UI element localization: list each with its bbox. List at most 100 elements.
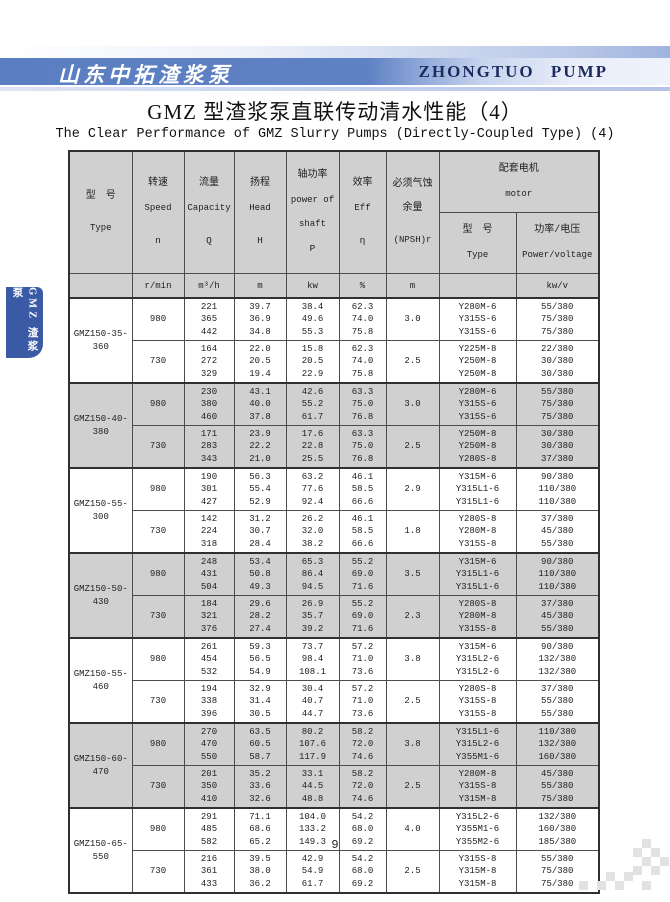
performance-table: 型 号 Type 转速 Speed n 流量 Capacity Q 扬程 — [68, 150, 600, 894]
col-header-npsh: 必须气蚀 余量 (NPSH)r — [385, 150, 440, 274]
table-row: GMZ150-35-360 980 221 365 442 39.7 36.9 34.… — [68, 297, 600, 384]
motor-power-voltage-cell: 55/380 75/380 75/380 — [515, 382, 600, 426]
capacity-cell: 171 283 343 — [183, 425, 235, 469]
checker-square — [606, 872, 615, 881]
head-cell: 29.6 28.2 27.4 — [233, 595, 287, 639]
shaft-power-cell: 17.6 22.8 25.5 — [285, 425, 340, 469]
npsh-cell: 3.0 — [385, 297, 440, 341]
col-header-motor-type: 型 号 Type — [438, 212, 517, 274]
motor-type-cell: Y250M-8 Y250M-8 Y280S-8 — [438, 425, 517, 469]
motor-power-voltage-cell: 110/380 132/380 160/380 — [515, 722, 600, 766]
head-cell: 63.5 60.5 58.7 — [233, 722, 287, 766]
efficiency-cell: 54.2 68.0 69.2 — [338, 850, 387, 894]
page-subtitle: The Clear Performance of GMZ Slurry Pump… — [55, 127, 615, 142]
table-header: 型 号 Type 转速 Speed n 流量 Capacity Q 扬程 — [68, 150, 600, 299]
page-number: 9 — [331, 838, 339, 852]
unit-head: m — [233, 273, 287, 299]
motor-type-cell: Y315S-8 Y315M-8 Y315M-8 — [438, 850, 517, 894]
capacity-cell: 201 350 410 — [183, 765, 235, 809]
npsh-cell: 3.8 — [385, 722, 440, 766]
capacity-cell: 270 470 550 — [183, 722, 235, 766]
motor-power-voltage-cell: 37/380 45/380 55/380 — [515, 510, 600, 554]
npsh-cell: 3.5 — [385, 552, 440, 596]
side-tab-gmz-slurry-pump: GMZ 渣浆泵 — [6, 287, 43, 358]
capacity-cell: 142 224 318 — [183, 510, 235, 554]
shaft-power-cell: 63.2 77.6 92.4 — [285, 467, 340, 511]
motor-type-cell: Y315M-6 Y315L1-6 Y315L1-6 — [438, 467, 517, 511]
motor-power-voltage-cell: 37/380 55/380 55/380 — [515, 680, 600, 724]
table-row: 730 184 321 376 29.6 28.2 27.4 26.9 35.7 39… — [69, 595, 600, 639]
efficiency-cell: 62.3 74.0 75.8 — [338, 297, 387, 341]
shaft-power-cell: 15.8 20.5 22.9 — [285, 340, 340, 384]
col-header-shaft-power: 轴功率 power of shaft P — [285, 150, 340, 274]
unit-type-blank — [68, 273, 133, 299]
speed-cell: 980 — [131, 297, 185, 341]
table-row: GMZ150-55-300 980 190 301 427 56.3 55.4 52.… — [68, 467, 600, 554]
speed-cell: 730 — [131, 850, 185, 894]
head-cell: 23.9 22.2 21.0 — [233, 425, 287, 469]
pump-model-cell: GMZ150-65-550 — [68, 807, 133, 894]
npsh-cell: 4.0 — [385, 807, 440, 851]
head-cell: 39.5 38.0 36.2 — [233, 850, 287, 894]
efficiency-cell: 58.2 72.0 74.6 — [338, 765, 387, 809]
efficiency-cell: 54.2 68.0 69.2 — [338, 807, 387, 851]
unit-capacity: m³/h — [183, 273, 235, 299]
speed-cell: 730 — [131, 595, 185, 639]
motor-type-cell: Y280M-6 Y315S-6 Y315S-6 — [438, 297, 517, 341]
efficiency-cell: 55.2 69.0 71.6 — [338, 595, 387, 639]
checker-square — [615, 881, 624, 890]
npsh-cell: 1.8 — [385, 510, 440, 554]
speed-cell: 980 — [131, 637, 185, 681]
table-row: GMZ150-55-460 980 261 454 532 59.3 56.5 54.… — [68, 637, 600, 724]
motor-type-cell: Y280M-6 Y315S-6 Y315S-6 — [438, 382, 517, 426]
shaft-power-cell: 26.2 32.0 38.2 — [285, 510, 340, 554]
checker-square — [651, 866, 660, 875]
table-wrapper: 型 号 Type 转速 Speed n 流量 Capacity Q 扬程 — [68, 150, 600, 894]
capacity-cell: 221 365 442 — [183, 297, 235, 341]
motor-type-cell: Y280S-8 Y280M-8 Y315S-8 — [438, 595, 517, 639]
efficiency-cell: 57.2 71.0 73.6 — [338, 637, 387, 681]
motor-power-voltage-cell: 90/380 132/380 132/380 — [515, 637, 600, 681]
unit-motor-type-blank — [438, 273, 517, 299]
speed-cell: 730 — [131, 765, 185, 809]
efficiency-cell: 46.1 58.5 66.6 — [338, 510, 387, 554]
motor-power-voltage-cell: 45/380 55/380 75/380 — [515, 765, 600, 809]
units-row: r/min m³/h m kw % m kw/v — [68, 273, 600, 299]
speed-cell: 730 — [131, 340, 185, 384]
head-cell: 39.7 36.9 34.8 — [233, 297, 287, 341]
motor-power-voltage-cell: 37/380 45/380 55/380 — [515, 595, 600, 639]
motor-type-cell: Y315M-6 Y315L2-6 Y315L2-6 — [438, 637, 517, 681]
motor-type-cell: Y280M-8 Y315S-8 Y315M-8 — [438, 765, 517, 809]
efficiency-cell: 46.1 58.5 66.6 — [338, 467, 387, 511]
table-body: GMZ150-35-360 980 221 365 442 39.7 36.9 34.… — [68, 297, 600, 894]
table-row: 730 194 338 396 32.9 31.4 30.5 30.4 40.7 44… — [69, 680, 600, 724]
motor-type-cell: Y315M-6 Y315L1-6 Y315L1-6 — [438, 552, 517, 596]
head-cell: 32.9 31.4 30.5 — [233, 680, 287, 724]
npsh-cell: 2.5 — [385, 340, 440, 384]
shaft-power-cell: 42.9 54.9 61.7 — [285, 850, 340, 894]
col-header-motor-power-voltage: 功率/电压 Power/voltage — [515, 212, 600, 274]
motor-power-voltage-cell: 22/380 30/380 30/380 — [515, 340, 600, 384]
capacity-cell: 230 380 460 — [183, 382, 235, 426]
capacity-cell: 216 361 433 — [183, 850, 235, 894]
shaft-power-cell: 104.0 133.2 149.3 — [285, 807, 340, 851]
table-row: GMZ150-50-430 980 248 431 504 53.4 50.8 49.… — [68, 552, 600, 639]
shaft-power-cell: 65.3 86.4 94.5 — [285, 552, 340, 596]
capacity-cell: 248 431 504 — [183, 552, 235, 596]
pump-model-cell: GMZ150-35-360 — [68, 297, 133, 384]
table-row: 730 201 350 410 35.2 33.6 32.6 33.1 44.5 48… — [69, 765, 600, 809]
unit-eff: % — [338, 273, 387, 299]
motor-type-cell: Y225M-8 Y250M-8 Y250M-8 — [438, 340, 517, 384]
pump-model-cell: GMZ150-55-460 — [68, 637, 133, 724]
page-title: GMZ 型渣浆泵直联传动清水性能（4） — [147, 100, 523, 124]
capacity-cell: 194 338 396 — [183, 680, 235, 724]
head-cell: 56.3 55.4 52.9 — [233, 467, 287, 511]
efficiency-cell: 62.3 74.0 75.8 — [338, 340, 387, 384]
npsh-cell: 2.5 — [385, 680, 440, 724]
pump-model-cell: GMZ150-55-300 — [68, 467, 133, 554]
table-row: GMZ150-65-550 980 291 485 582 71.1 68.6 65.… — [68, 807, 600, 894]
table-row: 730 171 283 343 23.9 22.2 21.0 17.6 22.8 25… — [69, 425, 600, 469]
speed-cell: 980 — [131, 722, 185, 766]
shaft-power-cell: 42.6 55.2 61.7 — [285, 382, 340, 426]
npsh-cell: 2.5 — [385, 850, 440, 894]
